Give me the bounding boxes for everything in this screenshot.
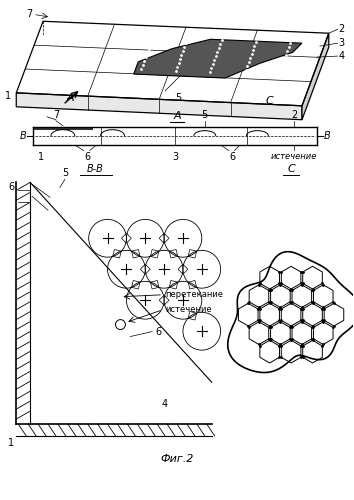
Text: C: C — [266, 96, 273, 106]
Text: 4: 4 — [162, 399, 168, 409]
Text: 1: 1 — [38, 152, 44, 162]
Text: 6: 6 — [85, 152, 91, 162]
Text: 5: 5 — [62, 168, 68, 178]
Text: C: C — [287, 164, 295, 174]
Text: 7: 7 — [26, 10, 32, 20]
Text: истечение: истечение — [270, 152, 317, 160]
Text: 1: 1 — [8, 438, 14, 448]
Text: A: A — [173, 110, 181, 120]
Text: 2: 2 — [339, 24, 345, 34]
Polygon shape — [134, 40, 302, 78]
Polygon shape — [228, 252, 354, 372]
Text: 6: 6 — [8, 182, 14, 192]
Text: Фиг.2: Фиг.2 — [160, 454, 194, 464]
Polygon shape — [34, 128, 93, 130]
Text: 1: 1 — [5, 91, 11, 101]
Text: 3: 3 — [172, 152, 178, 162]
Text: 6: 6 — [229, 152, 236, 162]
Text: 4: 4 — [339, 51, 345, 61]
Text: B-B: B-B — [87, 164, 104, 174]
Text: перетекание: перетекание — [165, 290, 223, 299]
Text: 2: 2 — [291, 110, 297, 120]
Text: истечение: истечение — [165, 305, 212, 314]
Polygon shape — [302, 33, 329, 120]
Text: 3: 3 — [339, 38, 345, 48]
Text: 5: 5 — [175, 93, 181, 103]
Text: 5: 5 — [202, 110, 208, 120]
Text: 7: 7 — [53, 110, 59, 120]
Text: B: B — [20, 130, 27, 140]
Polygon shape — [16, 93, 302, 120]
Text: 6: 6 — [155, 326, 161, 336]
Text: A: A — [67, 93, 75, 103]
Text: B: B — [324, 130, 330, 140]
